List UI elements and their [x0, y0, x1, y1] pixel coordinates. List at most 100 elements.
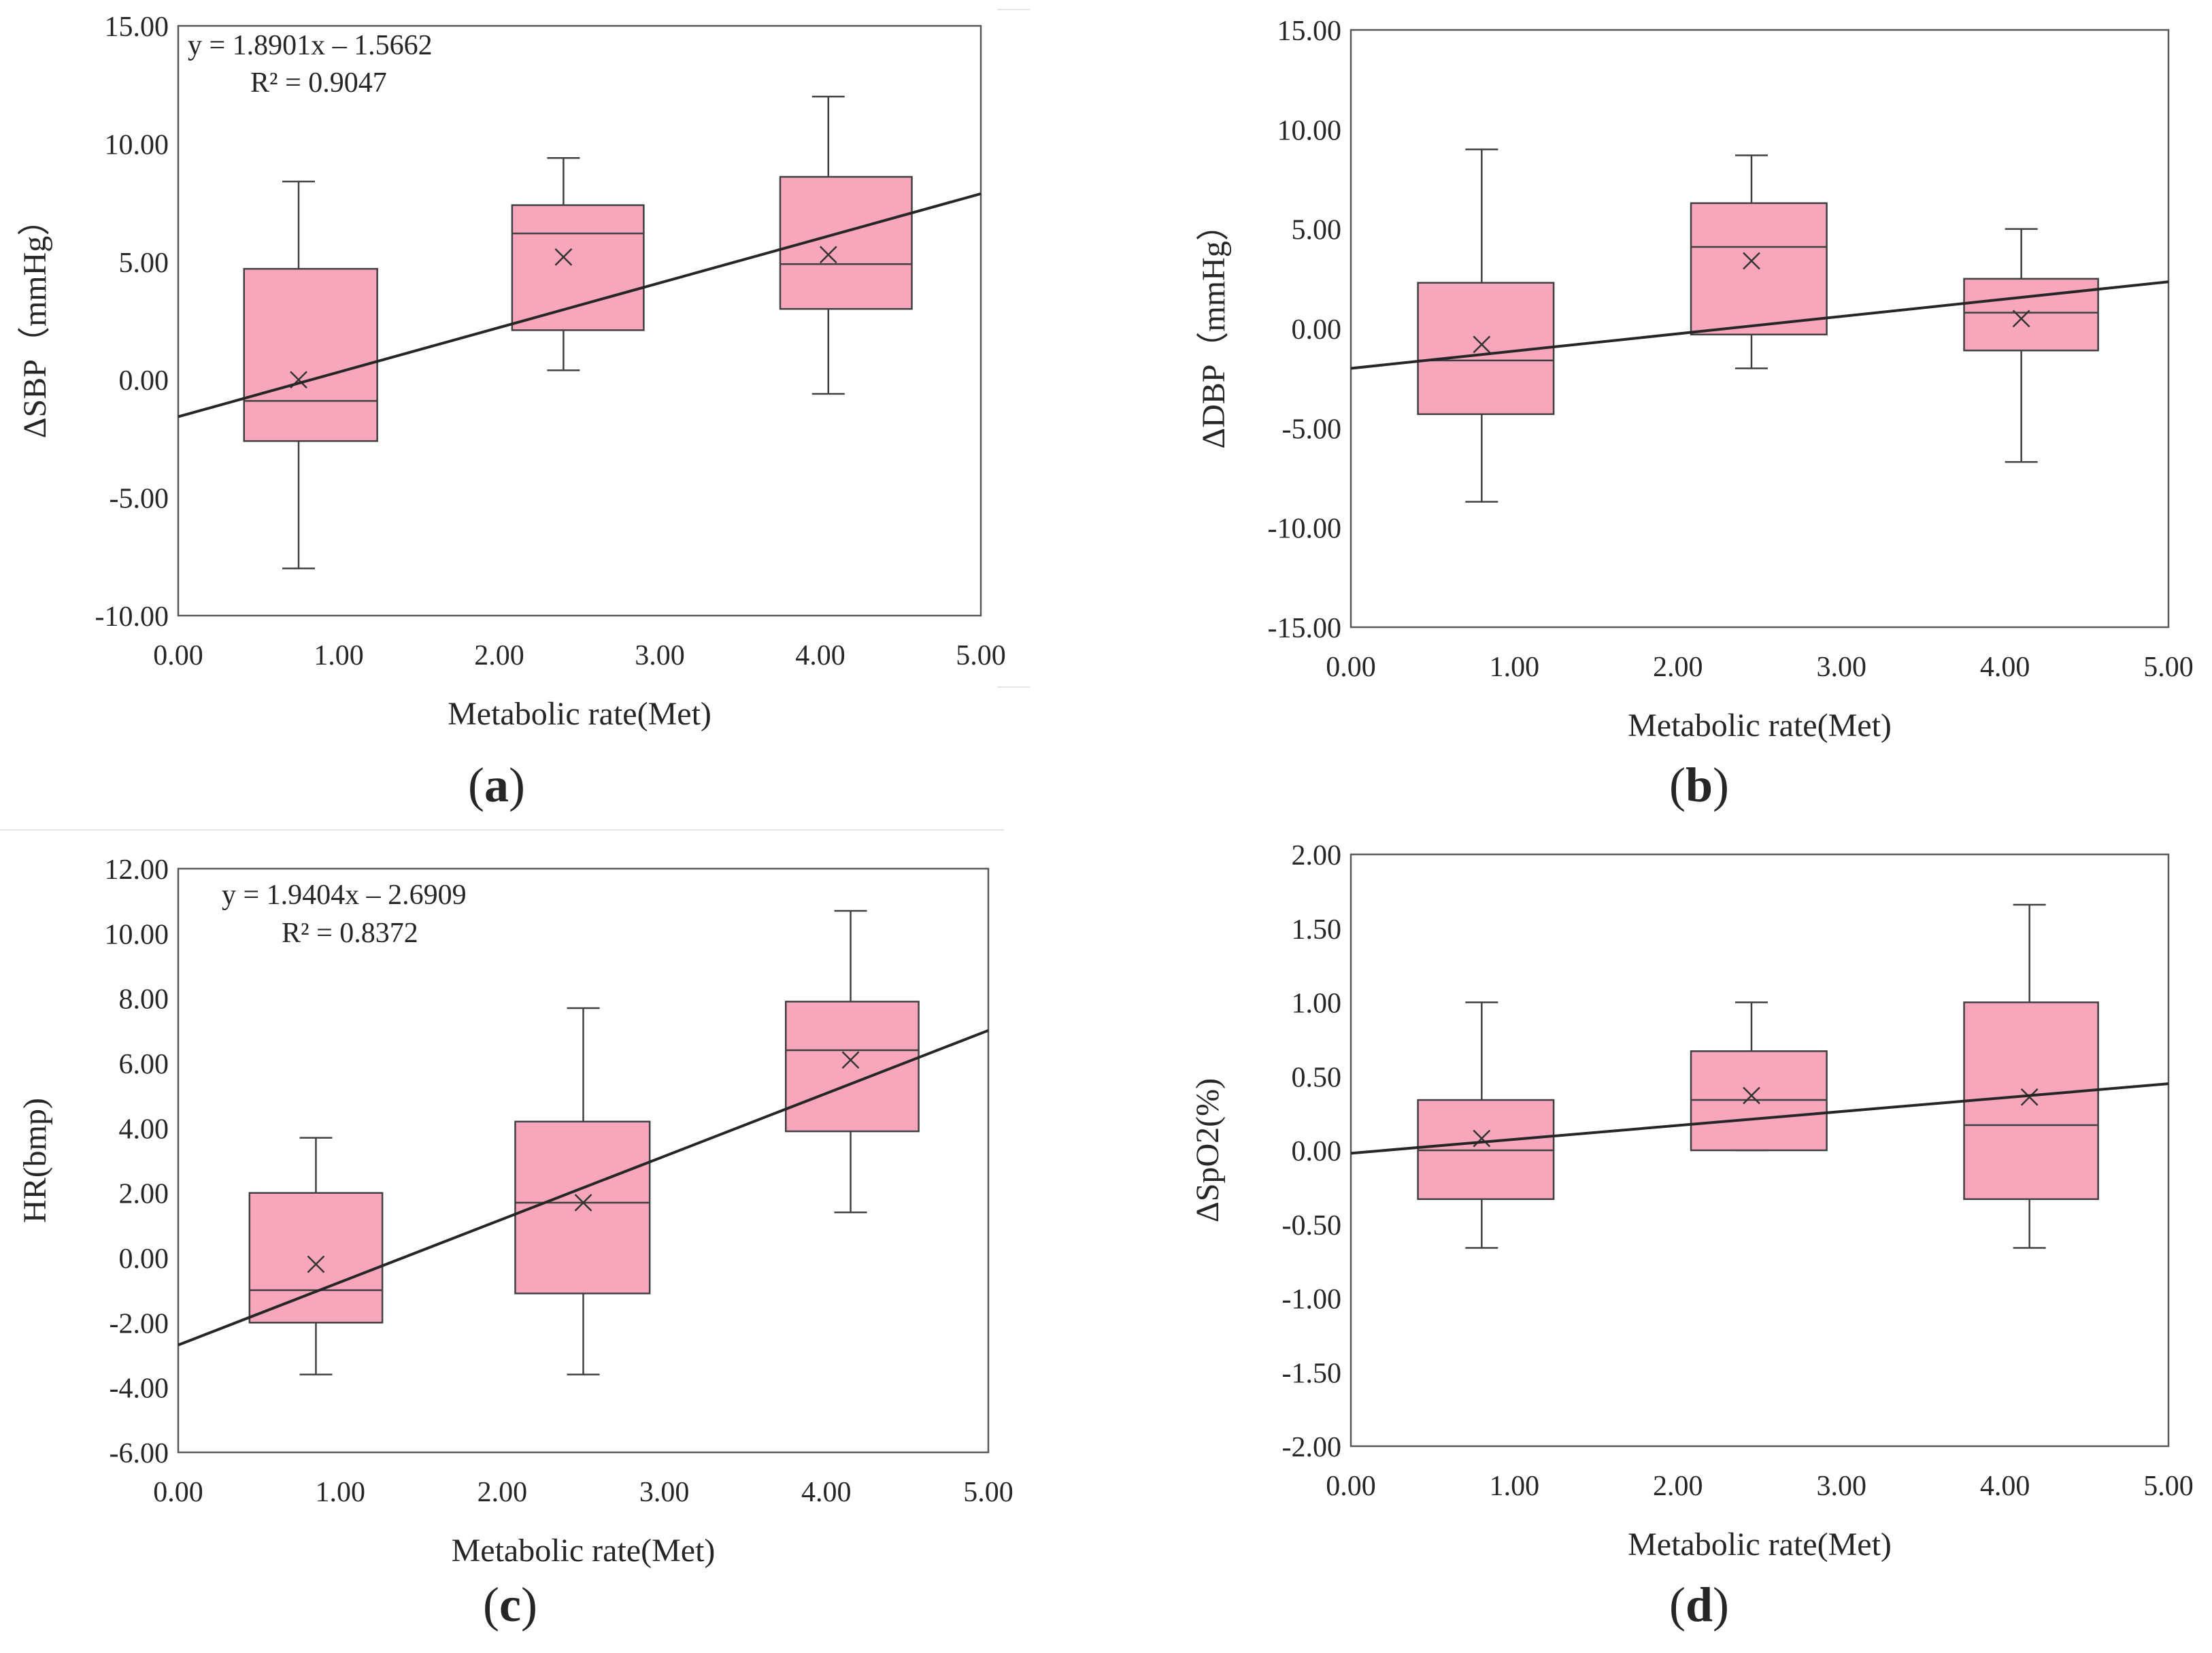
- y-tick-label: 10.00: [105, 129, 169, 161]
- y-tick-label: -4.00: [110, 1373, 169, 1405]
- x-tick-label: 2.00: [1653, 652, 1703, 683]
- y-tick-label: -10.00: [1268, 514, 1342, 545]
- box-body: [1963, 278, 2099, 352]
- mean-marker: [841, 1051, 860, 1069]
- r-squared-label: R² = 0.8372: [282, 918, 418, 949]
- x-tick-label: 0.00: [153, 640, 203, 671]
- y-tick-label: -1.00: [1282, 1284, 1342, 1316]
- x-tick-label: 0.00: [1326, 1471, 1376, 1502]
- panel-label: (b): [1669, 758, 1729, 812]
- y-tick-label: -1.50: [1282, 1358, 1342, 1389]
- y-axis-title: ΔDBP（mmHg）: [1196, 208, 1232, 449]
- x-tick-label: 5.00: [2143, 652, 2194, 683]
- y-tick-label: 5.00: [1292, 215, 1342, 246]
- mean-marker: [2020, 1088, 2039, 1106]
- box-3: [1963, 228, 2099, 463]
- trendline-equation: y = 1.8901x – 1.5662: [188, 30, 433, 61]
- y-tick-label: -6.00: [110, 1438, 169, 1469]
- y-tick-label: 0.00: [1292, 1136, 1342, 1167]
- trendline: [178, 1029, 989, 1347]
- x-tick-label: 3.00: [635, 640, 685, 671]
- plot-frame: [177, 24, 982, 617]
- y-tick-label: 1.00: [1292, 988, 1342, 1020]
- x-tick-label: 3.00: [639, 1477, 690, 1508]
- x-tick-label: 3.00: [1816, 1471, 1866, 1502]
- x-tick-label: 1.00: [1490, 1471, 1540, 1502]
- y-tick-label: 10.00: [1277, 115, 1342, 146]
- r-squared-label: R² = 0.9047: [250, 67, 387, 99]
- mean-marker: [819, 246, 837, 264]
- trendline: [1350, 280, 2169, 370]
- x-tick-label: 4.00: [1980, 1471, 2030, 1502]
- chart-panel-2: -15.00 -10.00 -5.00 0.00 5.00 10.00 15.00 0.00 1…: [1196, 16, 2194, 812]
- x-tick-label: 5.00: [2143, 1471, 2194, 1502]
- y-tick-label: 15.00: [1277, 16, 1342, 47]
- box-body: [248, 1192, 384, 1324]
- box-2: [514, 1007, 651, 1375]
- y-tick-label: -15.00: [1268, 613, 1342, 644]
- y-tick-label: 0.00: [119, 1243, 169, 1275]
- box-3: [785, 909, 920, 1214]
- y-tick-label: -2.00: [1282, 1432, 1342, 1463]
- box-body: [243, 267, 378, 442]
- y-tick-label: 5.00: [119, 248, 169, 279]
- x-tick-label: 4.00: [795, 640, 845, 671]
- box-2: [511, 156, 645, 371]
- chart-panel-1: -10.00 -5.00 0.00 5.00 10.00 15.00 0.00 1.00 2.0…: [17, 12, 1006, 812]
- x-tick-label: 5.00: [963, 1477, 1013, 1508]
- y-tick-label: 12.00: [105, 854, 169, 886]
- mean-marker: [1743, 252, 1760, 270]
- box-1: [1417, 148, 1555, 503]
- y-tick-label: 10.00: [105, 919, 169, 950]
- x-tick-label: 5.00: [956, 640, 1006, 671]
- y-axis-title: ΔSBP（mmHg）: [17, 203, 53, 439]
- box-body: [514, 1120, 651, 1295]
- box-3: [1963, 903, 2099, 1249]
- mean-marker: [307, 1255, 325, 1273]
- x-tick-label: 1.00: [1490, 652, 1540, 683]
- x-tick-label: 4.00: [1980, 652, 2030, 683]
- y-tick-label: 8.00: [119, 984, 169, 1016]
- x-tick-label: 2.00: [477, 1477, 528, 1508]
- y-tick-label: 2.00: [1292, 840, 1342, 871]
- panel-label: (d): [1669, 1577, 1729, 1632]
- box-body: [511, 204, 645, 331]
- y-tick-label: -2.00: [110, 1308, 169, 1339]
- trendline-equation: y = 1.9404x – 2.6909: [222, 880, 467, 911]
- box-3: [779, 95, 913, 395]
- y-tick-label: 4.00: [119, 1114, 169, 1145]
- y-tick-label: -0.50: [1282, 1210, 1342, 1241]
- y-tick-label: -5.00: [110, 484, 169, 515]
- x-axis-title: Metabolic rate(Met): [1628, 707, 1892, 744]
- panel-label: (c): [483, 1577, 537, 1632]
- box-body: [1963, 1001, 2099, 1201]
- x-axis-title: Metabolic rate(Met): [448, 696, 711, 732]
- y-tick-label: 0.00: [119, 365, 169, 397]
- panel-label: (a): [468, 758, 525, 812]
- x-tick-label: 3.00: [1816, 652, 1866, 683]
- box-2: [1690, 154, 1828, 369]
- x-axis-title: Metabolic rate(Met): [452, 1533, 716, 1569]
- plot-frame: [177, 867, 990, 1454]
- y-tick-label: 1.50: [1292, 914, 1342, 946]
- box-1: [248, 1137, 384, 1375]
- y-tick-label: -10.00: [95, 601, 169, 633]
- y-tick-label: 2.00: [119, 1179, 169, 1210]
- y-axis-title: ΔSpO2(%): [1190, 1078, 1226, 1222]
- x-tick-label: 1.00: [314, 640, 364, 671]
- mean-marker: [574, 1194, 592, 1212]
- y-axis-title: HR(bmp): [17, 1098, 53, 1223]
- x-tick-label: 0.00: [1326, 652, 1376, 683]
- trendline: [1350, 1082, 2169, 1155]
- y-tick-label: 6.00: [119, 1049, 169, 1080]
- y-tick-label: -5.00: [1282, 414, 1342, 445]
- x-tick-label: 2.00: [474, 640, 524, 671]
- plot-frame: [1350, 29, 2170, 629]
- mean-marker: [2012, 310, 2030, 328]
- x-tick-label: 1.00: [315, 1477, 365, 1508]
- x-axis-title: Metabolic rate(Met): [1628, 1526, 1892, 1563]
- plot-frame: [1350, 853, 2170, 1448]
- trendline: [178, 192, 982, 418]
- x-tick-label: 0.00: [153, 1477, 203, 1508]
